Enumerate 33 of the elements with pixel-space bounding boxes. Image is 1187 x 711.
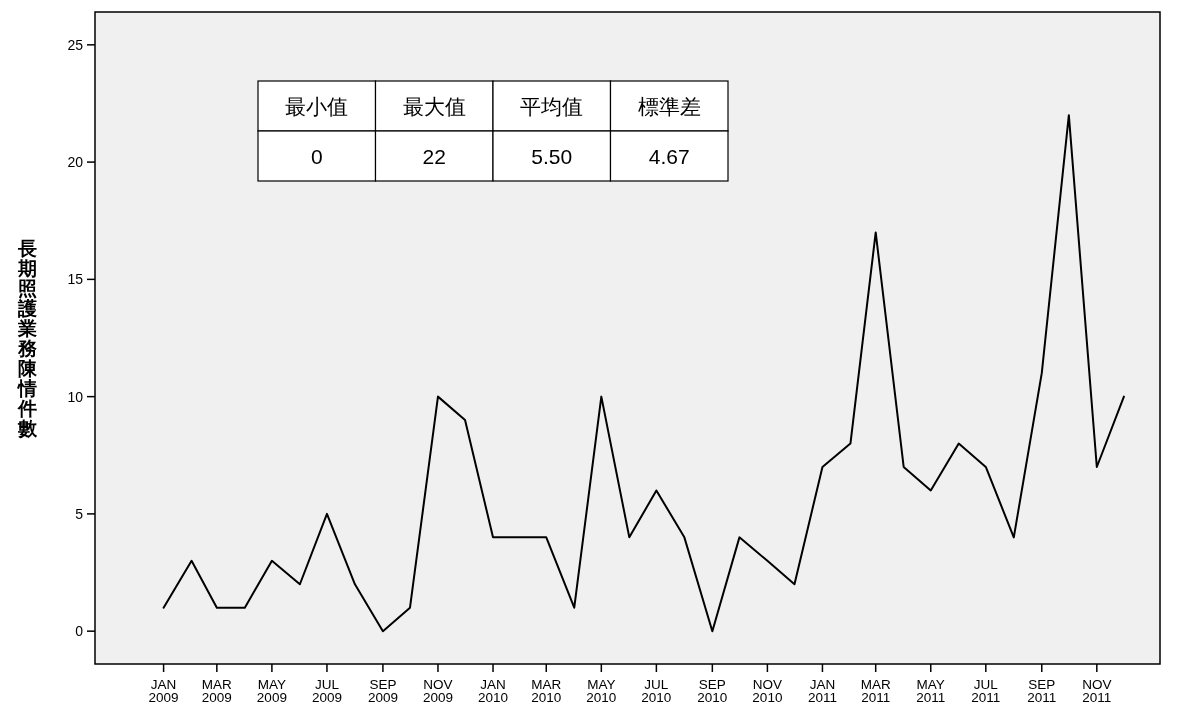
y-tick-label: 10 [67,388,84,405]
annotation: 最小值 [285,95,349,118]
x-tick-label: NOV 2010 [752,677,783,705]
x-tick-label: MAY 2010 [586,677,617,705]
x-tick-label: JAN 2010 [478,677,509,705]
annotation: 平均值 [520,95,584,118]
y-tick-label: 5 [75,505,84,522]
x-tick-label: JUL 2010 [641,677,672,705]
text: 長期照護業務陳情件數 [17,238,37,439]
annotation: 5.50 [531,145,573,168]
x-tick-label: MAR 2009 [201,677,233,705]
x-tick-label: NOV 2009 [422,677,453,705]
annotation: 0 [310,145,323,168]
x-tick-label: SEP 2011 [1027,677,1057,705]
x-tick-label: SEP 2010 [697,677,728,705]
x-tick-label: NOV 2011 [1082,677,1112,705]
x-tick-label: MAY 2011 [916,677,946,705]
annotation: 22 [422,145,446,168]
annotation: 4.67 [648,145,690,168]
x-tick-label: MAR 2010 [531,677,562,705]
x-tick-label: MAR 2011 [860,677,891,705]
x-tick-label: JAN 2009 [148,677,179,705]
x-tick-label: SEP 2009 [367,677,398,705]
annotation: 最大值 [402,95,466,118]
y-tick-label: 25 [67,36,84,53]
y-tick-label: 15 [67,271,84,288]
x-tick-label: MAY 2009 [256,677,287,705]
annotation: 標準差 [637,95,701,118]
y-tick-label: 0 [75,623,84,640]
x-tick-label: JUL 2009 [311,677,342,705]
x-tick-label: JUL 2011 [971,677,1001,705]
y-tick-label: 20 [67,154,84,171]
x-tick-label: JAN 2011 [807,677,837,705]
